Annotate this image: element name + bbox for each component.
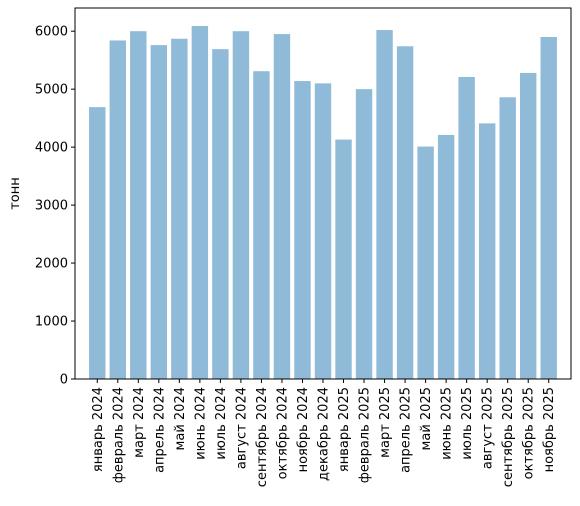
x-axis: январь 2024 февраль 2024 март 2024 апрель 2… <box>91 379 557 487</box>
bars-layer <box>89 25 557 380</box>
bar-6 <box>191 25 209 380</box>
bar-14 <box>355 89 373 379</box>
x-tick-label: февраль 2024 <box>111 387 126 483</box>
y-tick-label: 6000 <box>35 25 68 40</box>
x-tick-label: сентябрь 2024 <box>255 387 270 487</box>
bar-18 <box>437 134 455 379</box>
x-tick-label: март 2025 <box>378 387 393 458</box>
x-tick-label: октябрь 2025 <box>522 387 537 479</box>
bar-5 <box>171 38 188 379</box>
bar-9 <box>253 71 270 379</box>
bar-16 <box>396 46 414 380</box>
x-tick-label: январь 2025 <box>337 387 352 472</box>
x-tick-label: июль 2024 <box>214 387 229 460</box>
x-tick-label: сентябрь 2025 <box>501 387 516 487</box>
x-tick-label: август 2025 <box>481 387 496 469</box>
bar-17 <box>417 146 434 379</box>
bar-11 <box>294 81 311 380</box>
x-tick-label: май 2024 <box>173 387 188 450</box>
bar-3 <box>130 31 147 379</box>
x-tick-label: апрель 2025 <box>399 387 414 473</box>
bar-15 <box>376 30 393 379</box>
bar-7 <box>212 49 229 380</box>
y-axis: 0 1000 2000 3000 4000 5000 6000 <box>35 25 75 388</box>
y-tick-label: 5000 <box>35 83 68 98</box>
x-tick-label: июнь 2024 <box>193 387 208 460</box>
y-tick-label: 1000 <box>35 315 68 330</box>
bar-2 <box>109 40 126 380</box>
x-tick-label: ноябрь 2024 <box>296 387 311 472</box>
x-tick-label: июнь 2025 <box>440 387 455 460</box>
bar-23 <box>540 36 557 379</box>
bar-20 <box>478 123 496 379</box>
bar-1 <box>89 107 106 380</box>
bar-12 <box>314 83 332 379</box>
bar-19 <box>458 76 475 379</box>
x-tick-label: ноябрь 2025 <box>542 387 557 472</box>
y-tick-label: 2000 <box>35 257 68 272</box>
y-tick-label: 3000 <box>35 199 68 214</box>
bar-13 <box>335 139 352 379</box>
x-tick-label: февраль 2025 <box>358 387 373 483</box>
x-tick-label: август 2024 <box>234 387 249 469</box>
bar-22 <box>520 72 537 380</box>
x-tick-label: декабрь 2024 <box>317 387 332 481</box>
y-axis-label: тонн <box>8 177 23 210</box>
y-tick-label: 0 <box>60 373 68 388</box>
x-tick-label: май 2025 <box>419 387 434 450</box>
x-tick-label: март 2024 <box>132 387 147 458</box>
bar-10 <box>273 34 291 379</box>
x-tick-label: январь 2024 <box>91 387 106 472</box>
x-tick-label: апрель 2024 <box>152 387 167 473</box>
bar-4 <box>150 45 168 379</box>
bar-8 <box>232 31 250 379</box>
y-tick-label: 4000 <box>35 141 68 156</box>
bar-21 <box>499 97 516 379</box>
x-tick-label: октябрь 2024 <box>275 387 290 479</box>
x-tick-label: июль 2025 <box>460 387 475 460</box>
